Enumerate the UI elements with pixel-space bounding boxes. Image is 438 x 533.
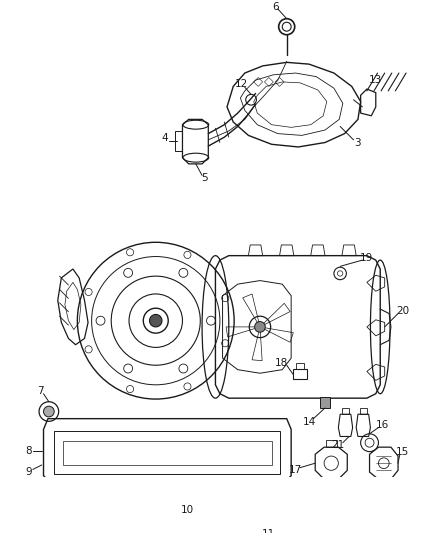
Text: 11: 11: [262, 529, 276, 533]
Circle shape: [254, 321, 265, 332]
Text: 8: 8: [25, 446, 32, 456]
Polygon shape: [320, 397, 330, 408]
Text: 21: 21: [331, 440, 344, 450]
Text: 13: 13: [369, 75, 382, 85]
Circle shape: [149, 314, 162, 327]
Circle shape: [191, 484, 205, 499]
Text: 15: 15: [396, 447, 409, 457]
Text: 19: 19: [360, 253, 374, 263]
Circle shape: [43, 406, 54, 417]
Text: 5: 5: [201, 173, 208, 183]
Text: 7: 7: [38, 386, 44, 396]
Text: 16: 16: [376, 420, 389, 430]
Text: 6: 6: [272, 2, 279, 12]
Text: 4: 4: [161, 133, 168, 143]
Text: 20: 20: [396, 306, 409, 316]
Text: 14: 14: [302, 417, 316, 427]
Circle shape: [194, 488, 201, 495]
Text: 18: 18: [275, 358, 288, 368]
Text: 3: 3: [354, 138, 360, 148]
Text: 17: 17: [289, 465, 302, 475]
Text: 9: 9: [25, 467, 32, 477]
Text: 10: 10: [181, 505, 194, 514]
Text: 12: 12: [235, 79, 248, 88]
